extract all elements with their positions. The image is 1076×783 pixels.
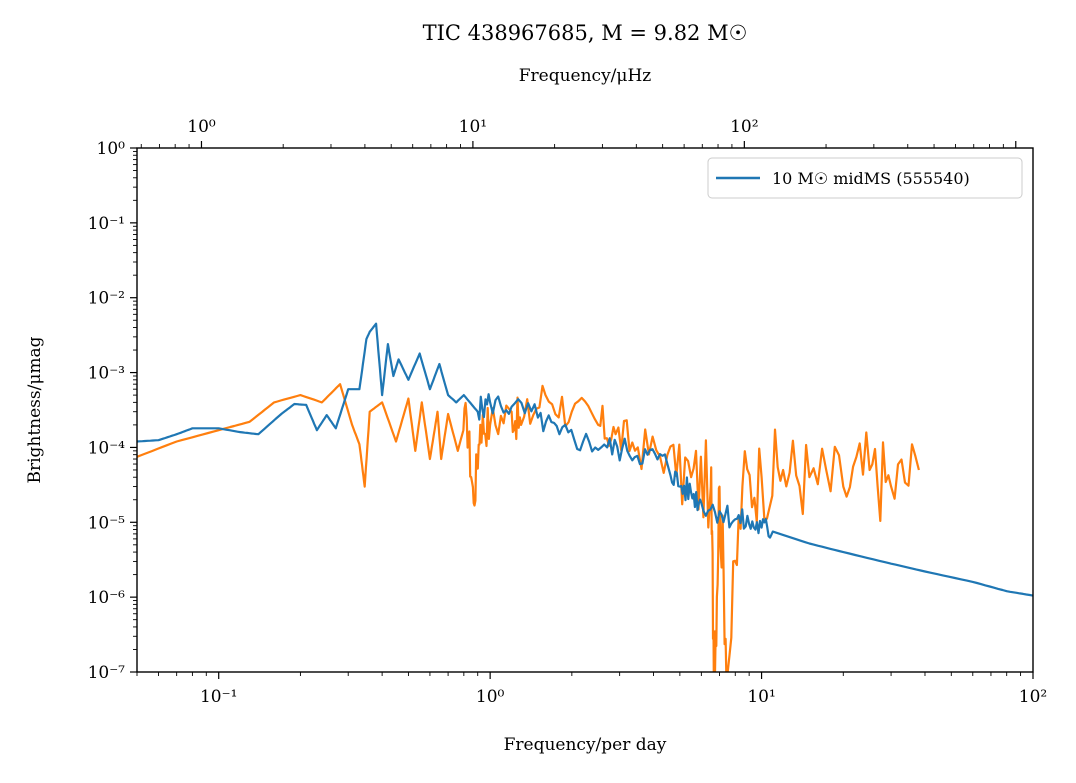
chart-title: TIC 438967685, M = 9.82 M☉ — [423, 21, 748, 45]
y-tick-label: 10⁻³ — [88, 364, 125, 384]
x-tick-label: 10² — [1019, 687, 1047, 707]
observed-series-line — [137, 383, 920, 672]
top-tick-label: 10⁰ — [187, 117, 216, 137]
y-tick-label: 10⁰ — [97, 139, 126, 159]
legend-entry-label: 10 M☉ midMS (555540) — [772, 169, 970, 188]
y-tick-label: 10⁻⁵ — [88, 513, 126, 533]
top-tick-label: 10¹ — [459, 117, 487, 137]
top-axis-label: Frequency/μHz — [519, 66, 652, 86]
x-tick-label: 10¹ — [747, 687, 775, 707]
y-axis-label: Brightness/μmag — [25, 336, 45, 483]
y-tick-label: 10⁻² — [88, 289, 125, 309]
legend: 10 M☉ midMS (555540) — [707, 157, 1023, 199]
plot-frame — [136, 147, 1034, 673]
y-tick-label: 10⁻¹ — [88, 214, 125, 234]
top-tick-label: 10² — [730, 117, 758, 137]
y-tick-label: 10⁻⁴ — [88, 438, 126, 458]
model-series-line — [137, 322, 1033, 597]
legend-box — [707, 157, 1023, 199]
x-tick-label: 10⁰ — [476, 687, 505, 707]
x-axis-label: Frequency/per day — [504, 735, 667, 755]
y-tick-label: 10⁻⁷ — [88, 663, 126, 683]
x-tick-label: 10⁻¹ — [200, 687, 237, 707]
y-tick-label: 10⁻⁶ — [88, 588, 126, 608]
